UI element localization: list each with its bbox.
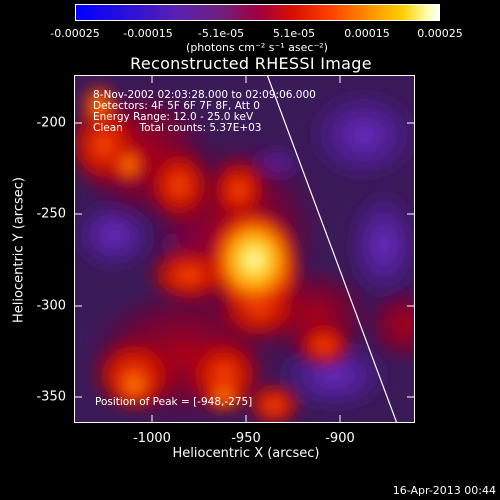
footer-timestamp: 16-Apr-2013 00:44 bbox=[392, 484, 496, 497]
heatmap-plot bbox=[74, 75, 415, 423]
detectors-text: Detectors: 4F 5F 6F 7F 8F, Att 0 bbox=[93, 100, 260, 112]
energy-range-text: Energy Range: 12.0 - 25.0 keV bbox=[93, 111, 254, 123]
colorbar-units: (photons cm⁻² s⁻¹ asec⁻²) bbox=[186, 41, 328, 54]
colorbar bbox=[75, 4, 440, 21]
colorbar-tick-label: -0.00015 bbox=[123, 27, 173, 40]
colorbar-tick-label: 0.00025 bbox=[417, 27, 463, 40]
x-tick-label: -1000 bbox=[133, 431, 171, 446]
chart-title: Reconstructed RHESSI Image bbox=[130, 54, 372, 73]
plot-frame bbox=[74, 75, 415, 423]
x-tick-label: -950 bbox=[231, 431, 261, 446]
heatmap-image bbox=[74, 75, 415, 423]
x-axis-label: Heliocentric X (arcsec) bbox=[172, 446, 320, 461]
x-tick-label: -900 bbox=[325, 431, 355, 446]
y-tick-label: -350 bbox=[36, 389, 66, 405]
y-tick-label: -300 bbox=[36, 298, 66, 314]
colorbar-tick-label: 0.00015 bbox=[344, 27, 390, 40]
tick-marks bbox=[74, 75, 415, 423]
y-tick-label: -250 bbox=[36, 206, 66, 222]
colorbar-tick-label: 5.1e-05 bbox=[272, 27, 316, 40]
y-tick-label: -200 bbox=[36, 115, 66, 131]
colorbar-tick-label: -0.00025 bbox=[50, 27, 100, 40]
y-axis-label: Heliocentric Y (arcsec) bbox=[11, 177, 27, 323]
solar-limb-line bbox=[266, 75, 398, 423]
observation-time-text: 8-Nov-2002 02:03:28.000 to 02:09:06.000 bbox=[93, 89, 316, 101]
peak-position-label: Position of Peak = [-948,-275] bbox=[95, 396, 253, 408]
colorbar-tick-label: -5.1e-05 bbox=[197, 27, 245, 40]
clean-counts-text: Clean Total counts: 5.37E+03 bbox=[93, 122, 262, 134]
